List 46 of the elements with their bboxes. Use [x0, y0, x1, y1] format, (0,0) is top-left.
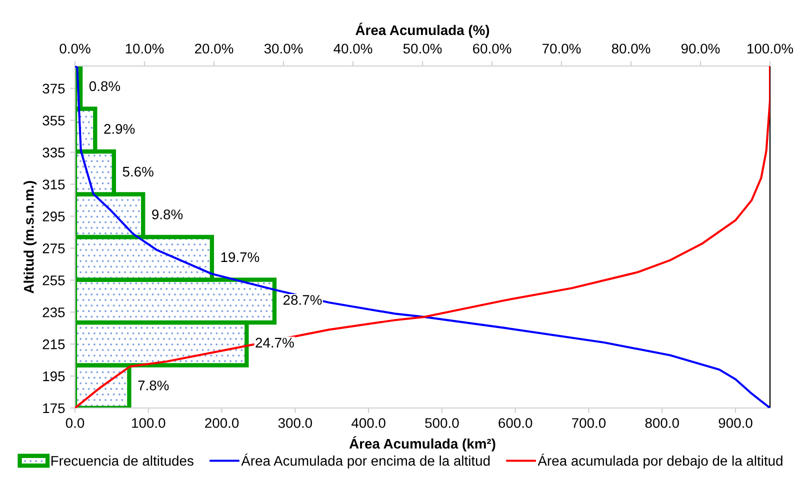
y-tick-label: 235: [42, 307, 65, 318]
x-tick-label: 500.0: [425, 418, 459, 428]
x-tick-label: 800.0: [645, 418, 679, 428]
x-tick-label: 200.0: [205, 418, 239, 428]
x2-axis-title: Área Acumulada (%): [356, 22, 490, 38]
y-tick-label: 175: [43, 403, 65, 414]
x-tick-label: 0.0: [66, 418, 84, 428]
x2-tick-label: 60.0%: [473, 44, 512, 54]
data-label: 28.7%: [283, 295, 322, 305]
legend-label: Área Acumulada por encima de la altitud: [241, 454, 490, 468]
x2-tick-label: 50.0%: [403, 44, 442, 54]
x2-tick-label: 10.0%: [126, 44, 164, 54]
data-label: 19.7%: [221, 252, 260, 262]
data-label: 0.8%: [89, 81, 120, 92]
y-tick-label: 355: [42, 116, 65, 126]
y-tick-label: 255: [42, 275, 65, 286]
data-label: 2.9%: [104, 124, 135, 134]
x2-tick-label: 40.0%: [334, 44, 372, 54]
y-tick-label: 275: [42, 244, 65, 254]
y-tick-label: 195: [43, 371, 65, 382]
x-tick-label: 700.0: [572, 418, 606, 428]
data-label: 7.8%: [138, 380, 169, 390]
x2-tick-label: 0.0%: [60, 44, 90, 54]
y-tick-label: 375: [42, 84, 65, 94]
y-axis-title: Altitud (m.s.n.m.): [24, 180, 37, 294]
x-tick-label: 100.0: [132, 418, 166, 428]
x2-tick-label: 20.0%: [195, 44, 234, 54]
y-tick-label: 335: [42, 148, 65, 158]
legend-label: Frecuencia de altitudes: [51, 456, 194, 466]
x2-tick-label: 100.0%: [748, 44, 794, 54]
data-label: 24.7%: [256, 338, 294, 348]
x-tick-label: 600.0: [498, 418, 532, 428]
x2-tick-label: 70.0%: [542, 44, 581, 54]
data-label: 5.6%: [122, 166, 154, 177]
x2-tick-label: 30.0%: [264, 44, 303, 54]
y-tick-label: 295: [42, 212, 65, 222]
data-label: 9.8%: [152, 210, 183, 220]
x-tick-label: 300.0: [278, 418, 312, 428]
y-tick-label: 215: [42, 339, 65, 350]
y-tick-label: 315: [42, 180, 65, 190]
legend-label: Área acumulada por debajo de la altitud: [538, 454, 782, 468]
x-tick-label: 900.0: [718, 418, 752, 428]
x2-tick-label: 90.0%: [681, 44, 720, 54]
x2-tick-label: 80.0%: [612, 44, 650, 54]
x-tick-label: 400.0: [352, 418, 386, 428]
x-axis-title: Área Acumulada (km²): [349, 436, 496, 452]
